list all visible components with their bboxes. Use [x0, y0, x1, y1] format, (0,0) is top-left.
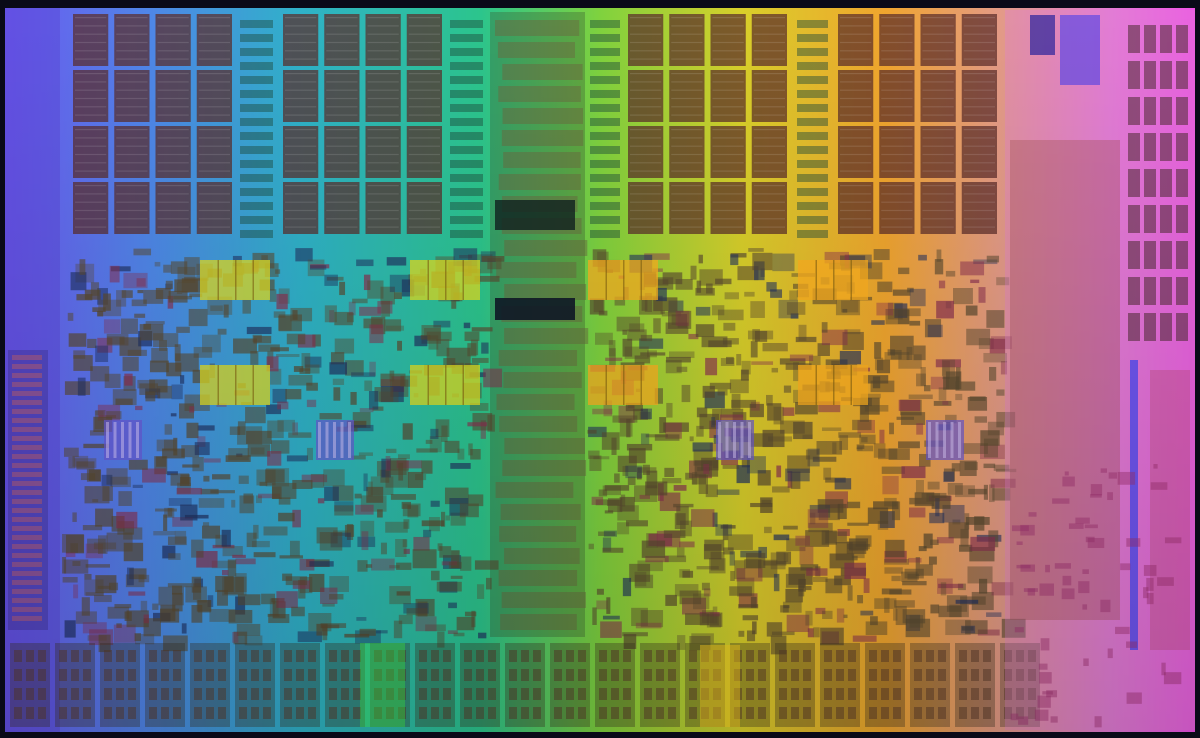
shading	[5, 8, 1195, 732]
